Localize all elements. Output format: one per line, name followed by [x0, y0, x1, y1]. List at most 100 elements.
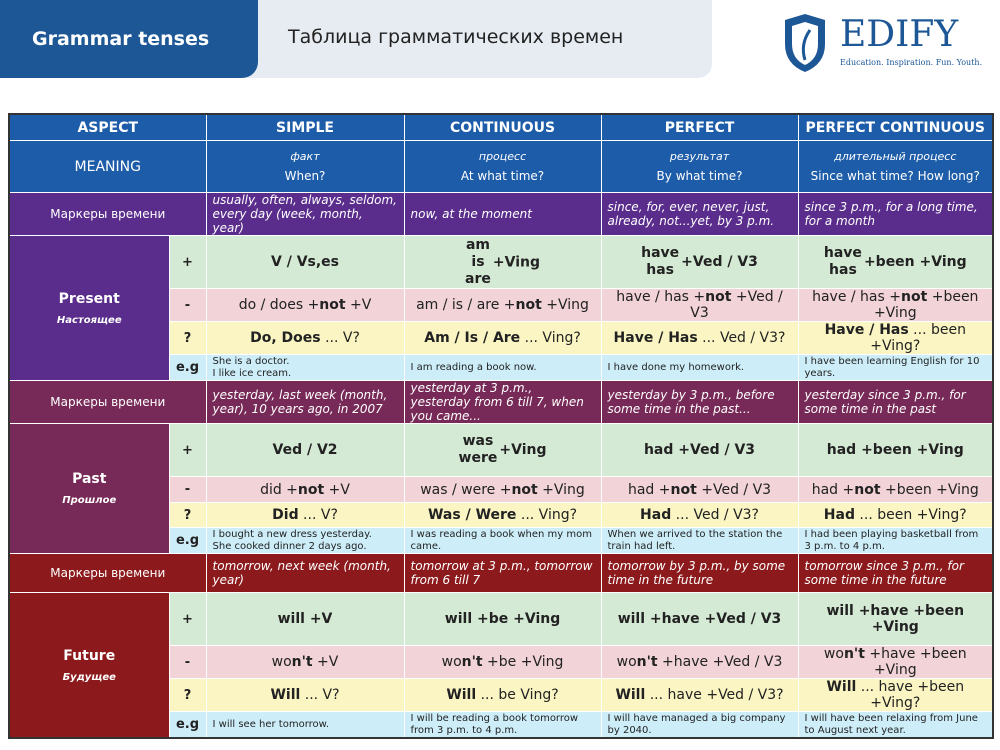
cell: had +been +Ving — [797, 423, 994, 477]
section-name: Past — [72, 471, 107, 487]
text-part: Had — [640, 507, 672, 523]
suffix: +Ving — [492, 254, 540, 270]
cell: Am / Is / Are ... Ving? — [403, 321, 602, 355]
sign: ? — [168, 502, 207, 528]
stack-word: are — [465, 270, 491, 287]
section-name: Present — [58, 290, 120, 307]
cell: have has +Ved / V3 — [600, 235, 799, 289]
cell: When we arrived to the station the train… — [600, 527, 799, 554]
text-part: had + — [811, 481, 855, 498]
cell: am is are +Ving — [403, 235, 602, 289]
text-part: n't — [636, 654, 658, 670]
section-name: Future — [63, 647, 116, 664]
column-header: CONTINUOUS — [403, 113, 602, 141]
sign: e.g — [168, 711, 207, 739]
sign: - — [168, 645, 207, 679]
sign: e.g — [168, 527, 207, 554]
text-part: ... V? — [300, 687, 340, 703]
text-part: not — [705, 289, 732, 306]
text-part: not — [511, 481, 538, 498]
title: Grammar tenses — [32, 28, 210, 50]
text-part: Will — [446, 687, 477, 703]
cell: I will be reading a book tomorrow from 3… — [403, 711, 602, 739]
text-part: Had — [823, 507, 855, 523]
text-part: ... be Ving? — [476, 687, 559, 703]
markers-row: Маркеры времени tomorrow, next week (mont… — [8, 553, 994, 593]
text-line: I like ice cream. — [212, 367, 292, 379]
sign: + — [168, 423, 207, 477]
stack-word: was — [462, 433, 494, 449]
logo: EDIFY Education. Inspiration. Fun. Youth… — [780, 14, 982, 74]
sign: - — [168, 476, 207, 503]
logo-shield — [785, 14, 825, 72]
cell: I had been playing basketball from 3 p.m… — [797, 527, 994, 554]
text-part: n't — [461, 654, 483, 670]
markers-cell: yesterday, last week (month, year), 10 y… — [205, 380, 405, 424]
text-part: Will — [270, 687, 301, 703]
cell: V / Vs,es — [205, 235, 405, 289]
column-header: SIMPLE — [205, 113, 405, 141]
text-part: wo — [823, 646, 844, 663]
text-part: Was / Were — [427, 507, 517, 523]
stack-word: were — [458, 450, 498, 466]
sign: ? — [168, 678, 207, 712]
cell: She is a doctor. I like ice cream. — [205, 354, 405, 381]
header-tab: Grammar tenses — [0, 0, 258, 78]
cell: have / has +not +Ved / V3 — [600, 288, 799, 322]
meaning-label: MEANING — [8, 140, 207, 193]
cell: had +not +Ved / V3 — [600, 476, 799, 503]
text-part: Have / Has — [824, 322, 909, 339]
stacked-words: was were — [459, 433, 498, 467]
tenses-table: ASPECT SIMPLE CONTINUOUS PERFECT PERFECT CON… — [8, 113, 995, 739]
tense-row: ? Will ... V? Will ... be Ving? Will ... ha… — [9, 678, 994, 712]
logo-name: EDIFY — [840, 14, 959, 55]
cell: do / does +not +V — [205, 288, 405, 322]
cell: I have done my homework. — [600, 354, 799, 381]
meaning-en: At what time? — [460, 169, 545, 183]
suffix: +Ving — [499, 442, 547, 458]
markers-row: Маркеры времени usually, often, always, s… — [8, 192, 994, 236]
tense-row: Future Будущее + will +V will +be +Ving will … — [8, 592, 994, 739]
header-row: ASPECT SIMPLE CONTINUOUS PERFECT PERFECT CON… — [8, 113, 994, 141]
text-part: ... Ving? — [520, 330, 581, 346]
stacked-words: have has — [824, 245, 862, 279]
text-part: not — [670, 481, 697, 498]
cell: won't +have +Ved / V3 — [600, 645, 799, 679]
text-part: +been +Ving — [873, 289, 979, 321]
cell: won't +be +Ving — [403, 645, 602, 679]
cell: Had ... been +Ving? — [797, 502, 994, 528]
cell: did +not +V — [205, 476, 405, 503]
text-part: had + — [627, 481, 671, 498]
text-part: +V — [345, 297, 372, 313]
tense-row: Past Прошлое + Ved / V2 was were +Ving had +Ved… — [8, 423, 994, 554]
text-part: Will — [826, 679, 857, 696]
markers-row: Маркеры времени yesterday, last week (mon… — [8, 380, 994, 424]
column-header: ASPECT — [8, 113, 207, 141]
suffix: +Ved / V3 — [681, 254, 758, 270]
markers-cell: tomorrow at 3 p.m., tomorrow from 6 till… — [403, 553, 602, 593]
text-part: not — [297, 481, 325, 498]
cell: was were +Ving — [403, 423, 602, 477]
cell: I will have managed a big company by 204… — [600, 711, 799, 739]
sign: + — [168, 235, 207, 289]
meaning-cell: результат By what time? — [600, 140, 799, 193]
text-part: +have +been +Ving — [864, 646, 967, 678]
stacked-words: have has — [641, 245, 679, 279]
text-part: ... V? — [298, 507, 338, 523]
text-part: ... Ving? — [516, 507, 578, 523]
sign: e.g — [168, 354, 207, 381]
stack-word: have — [823, 245, 862, 261]
markers-label: Маркеры времени — [8, 553, 207, 593]
meaning-cell: процесс At what time? — [403, 140, 602, 193]
cell: won't +V — [205, 645, 405, 679]
markers-cell: usually, often, always, seldom, every da… — [205, 192, 405, 236]
cell: Have / Has ... Ved / V3? — [600, 321, 799, 355]
tense-row: ? Do, Does ... V? Am / Is / Are ... Ving? H… — [9, 321, 994, 355]
meaning-en: By what time? — [656, 169, 743, 183]
cell: Was / Were ... Ving? — [403, 502, 602, 528]
text-part: not — [900, 289, 928, 306]
cell: am / is / are +not +Ving — [403, 288, 602, 322]
markers-cell: since, for, ever, never, just, already, … — [600, 192, 799, 236]
meaning-cell: длительный процесс Since what time? How l… — [797, 140, 994, 193]
